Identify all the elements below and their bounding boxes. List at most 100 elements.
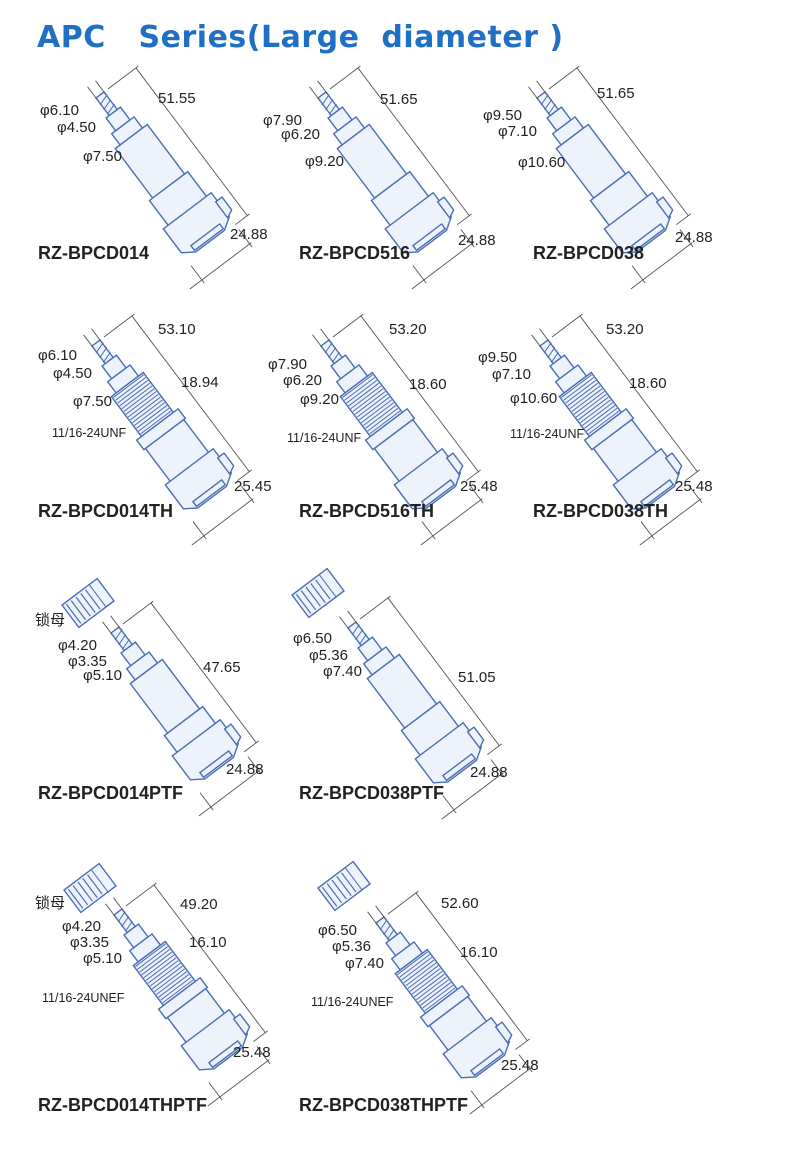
barb-ridge — [121, 916, 130, 928]
dimension-label: 51.55 — [158, 90, 196, 107]
dimension-label: φ7.90 — [268, 356, 307, 373]
end-face — [207, 1039, 243, 1069]
extension-line — [192, 521, 207, 540]
extension-line — [367, 911, 378, 925]
thread-line — [153, 968, 185, 993]
thread-line — [415, 976, 447, 1001]
knurl-line — [326, 883, 343, 904]
thread-line — [586, 407, 618, 432]
barb-ridge — [124, 920, 133, 932]
dimension-label: 53.10 — [158, 321, 196, 338]
extension-line — [332, 313, 364, 338]
dimension-line — [630, 242, 693, 290]
barb-ridge — [117, 911, 126, 923]
dimension-label: φ5.36 — [332, 938, 371, 955]
latch-housing — [603, 191, 672, 254]
thread-line — [401, 956, 433, 981]
dimension-line — [207, 1059, 270, 1107]
latch-button — [232, 1013, 251, 1037]
extension-line — [536, 80, 547, 94]
latch-button — [494, 1021, 513, 1045]
latch-button — [216, 452, 235, 476]
thread-line — [573, 391, 605, 415]
barb-ridge — [547, 103, 556, 115]
product-model-name: RZ-BPCD014THPTF — [38, 1095, 208, 1115]
barb-ridge — [358, 633, 367, 645]
barb-ridge — [102, 351, 111, 363]
latch-button — [445, 452, 464, 476]
thread-line — [563, 377, 595, 401]
dimension-label: 11/16-24UNEF — [42, 991, 125, 1005]
barb-ridge — [547, 347, 556, 359]
thread-line — [158, 974, 190, 998]
thread-line — [567, 382, 599, 407]
extension-line — [548, 65, 580, 90]
nut-edge — [318, 574, 337, 598]
dimension-label: 25.48 — [460, 478, 498, 495]
dimension-label: φ7.90 — [263, 112, 302, 129]
dimension-line — [411, 242, 474, 290]
dimension-label: φ5.10 — [83, 950, 122, 967]
extension-line — [531, 334, 542, 348]
dimension-label: 25.48 — [675, 478, 713, 495]
latch-housing — [164, 447, 233, 510]
end-face — [639, 478, 675, 508]
dimension-label: φ9.50 — [483, 107, 522, 124]
thread-line — [342, 374, 373, 398]
lock-nut-drawing — [317, 860, 371, 912]
knurl-line — [87, 874, 103, 895]
thread-line — [129, 396, 161, 421]
connector-drawing — [312, 313, 484, 546]
barb-ridge — [321, 94, 330, 106]
extension-line — [110, 615, 121, 629]
end-face — [441, 752, 477, 782]
product-model-name: RZ-BPCD038TH — [533, 501, 669, 521]
extension-line — [470, 1090, 485, 1109]
dimension-line — [441, 772, 504, 820]
latch-housing — [171, 718, 240, 781]
extension-line — [235, 213, 250, 226]
thread-line — [565, 379, 597, 404]
extension-line — [320, 328, 331, 342]
thread-line — [137, 946, 169, 970]
dimension-label: 25.48 — [501, 1057, 539, 1074]
barb-ridge — [540, 94, 549, 106]
dimension-label: 16.10 — [189, 934, 227, 951]
dimension-label: 52.60 — [441, 895, 479, 912]
dimension-label: φ7.50 — [83, 148, 122, 165]
connector-drawing — [339, 595, 505, 820]
dimension-label: φ6.10 — [40, 102, 79, 119]
thread-line — [397, 951, 428, 975]
thread-line — [162, 979, 194, 1004]
extension-line — [685, 469, 700, 482]
page-title: APC Series(Large diameter ) — [37, 20, 564, 55]
product-model-name: RZ-BPCD516 — [299, 243, 411, 263]
dimension-line — [153, 884, 266, 1033]
knurl-line — [321, 886, 338, 907]
thread-line — [363, 402, 395, 426]
dimension-line — [191, 498, 254, 546]
knurl-line — [82, 878, 98, 898]
dimension-label: φ9.20 — [300, 391, 339, 408]
nut-edge — [344, 867, 363, 891]
connector-drawing — [83, 313, 255, 546]
end-face — [630, 222, 666, 252]
thread-line — [422, 984, 454, 1009]
dimension-label: φ6.20 — [281, 126, 320, 143]
knurl-line — [315, 579, 331, 600]
dimension-label: 24.88 — [230, 226, 268, 243]
barb-ridge — [351, 624, 360, 636]
dimension-label: 51.65 — [597, 85, 635, 102]
dimension-label: φ5.36 — [309, 647, 348, 664]
thread-line — [121, 385, 153, 410]
thread-line — [123, 388, 155, 412]
product-model-name: RZ-BPCD014 — [38, 243, 150, 263]
knurl-line — [72, 885, 89, 906]
barb-ridge — [543, 342, 552, 354]
extension-line — [190, 265, 205, 284]
dimension-label: φ3.35 — [70, 934, 109, 951]
product-model-name: RZ-BPCD038 — [533, 243, 645, 263]
knurl-line — [295, 593, 312, 614]
thread-line — [346, 379, 378, 404]
knurl-line — [65, 603, 82, 624]
